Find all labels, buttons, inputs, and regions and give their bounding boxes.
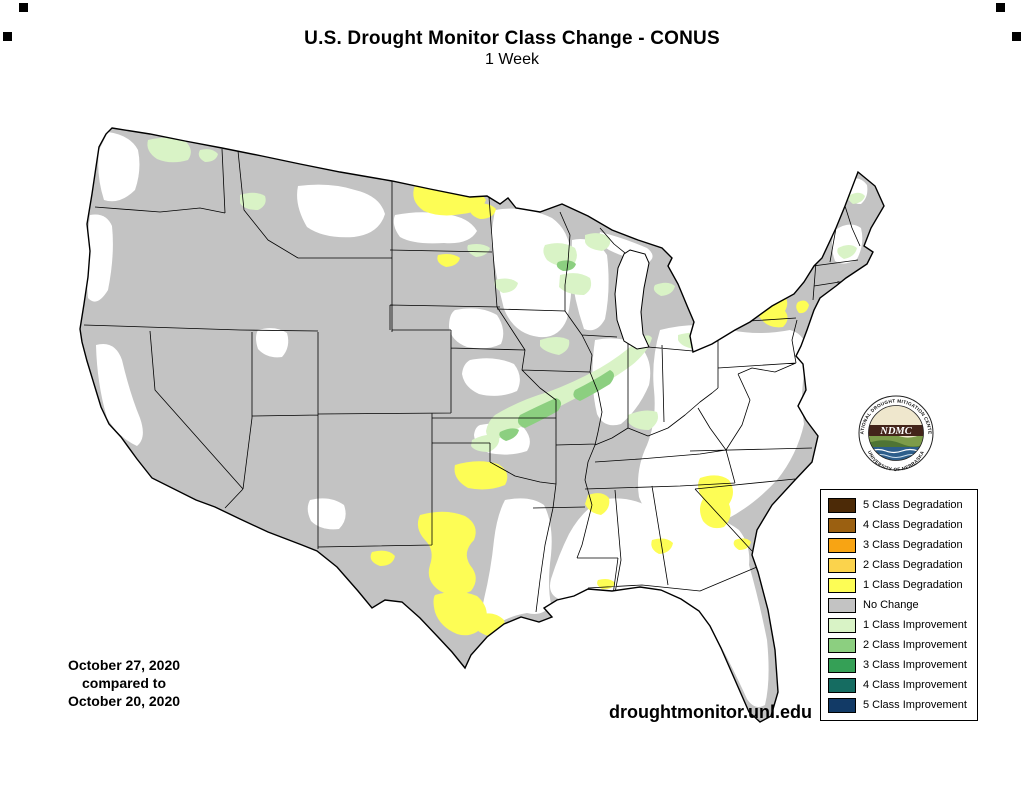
ndmc-logo: NDMC NATIONAL DROUGHT MITIGATION CENTER … [858, 395, 934, 472]
legend-label-imp1: 1 Class Improvement [863, 619, 967, 631]
legend-swatch-deg1 [828, 577, 856, 593]
legend-label-imp2: 2 Class Improvement [863, 639, 967, 651]
corner-mark [3, 32, 12, 41]
legend-label-deg1: 1 Class Degradation [863, 579, 963, 591]
corner-mark [996, 3, 1005, 12]
lake-michigan [614, 249, 650, 350]
legend-label-nochange: No Change [863, 599, 919, 611]
legend-item-deg4: 4 Class Degradation [821, 515, 977, 535]
date-line-3: October 20, 2020 [67, 693, 181, 709]
legend-swatch-deg4 [828, 517, 856, 533]
legend-item-imp2: 2 Class Improvement [821, 635, 977, 655]
legend-label-deg2: 2 Class Degradation [863, 559, 963, 571]
corner-mark [19, 3, 28, 12]
legend-label-deg4: 4 Class Degradation [863, 519, 963, 531]
legend-label-deg5: 5 Class Degradation [863, 499, 963, 511]
corner-mark [1012, 32, 1021, 41]
legend-item-deg3: 3 Class Degradation [821, 535, 977, 555]
legend-item-imp4: 4 Class Improvement [821, 675, 977, 695]
legend-swatch-imp4 [828, 677, 856, 693]
legend-swatch-nochange [828, 597, 856, 613]
legend-swatch-deg5 [828, 497, 856, 513]
legend-swatch-deg2 [828, 557, 856, 573]
legend-swatch-imp1 [828, 617, 856, 633]
degradation-1-regions [370, 182, 809, 637]
legend-item-imp1: 1 Class Improvement [821, 615, 977, 635]
legend-swatch-deg3 [828, 537, 856, 553]
website-url: droughtmonitor.unl.edu [609, 702, 812, 722]
legend-swatch-imp2 [828, 637, 856, 653]
legend-item-nochange: No Change [821, 595, 977, 615]
logo-acronym: NDMC [879, 426, 913, 437]
date-note: October 27, 2020 compared to October 20,… [38, 656, 210, 710]
page-title: U.S. Drought Monitor Class Change - CONU… [304, 28, 720, 49]
legend-label-imp5: 5 Class Improvement [863, 699, 967, 711]
state-borders [83, 148, 861, 613]
legend-swatch-imp3 [828, 657, 856, 673]
legend-label-imp4: 4 Class Improvement [863, 679, 967, 691]
legend-swatch-imp5 [828, 697, 856, 713]
legend: 5 Class Degradation 4 Class Degradation 3 … [820, 489, 978, 721]
date-line-1: October 27, 2020 [67, 657, 181, 673]
legend-item-deg2: 2 Class Degradation [821, 555, 977, 575]
legend-item-deg5: 5 Class Degradation [821, 495, 977, 515]
legend-item-imp5: 5 Class Improvement [821, 695, 977, 715]
legend-label-deg3: 3 Class Degradation [863, 539, 963, 551]
legend-label-imp3: 3 Class Improvement [863, 659, 967, 671]
legend-item-imp3: 3 Class Improvement [821, 655, 977, 675]
date-line-2: compared to [81, 675, 166, 691]
page-subtitle: 1 Week [485, 51, 539, 68]
improvement-2-regions [499, 260, 614, 441]
logo-inner-ring [868, 405, 924, 461]
legend-item-deg1: 1 Class Degradation [821, 575, 977, 595]
